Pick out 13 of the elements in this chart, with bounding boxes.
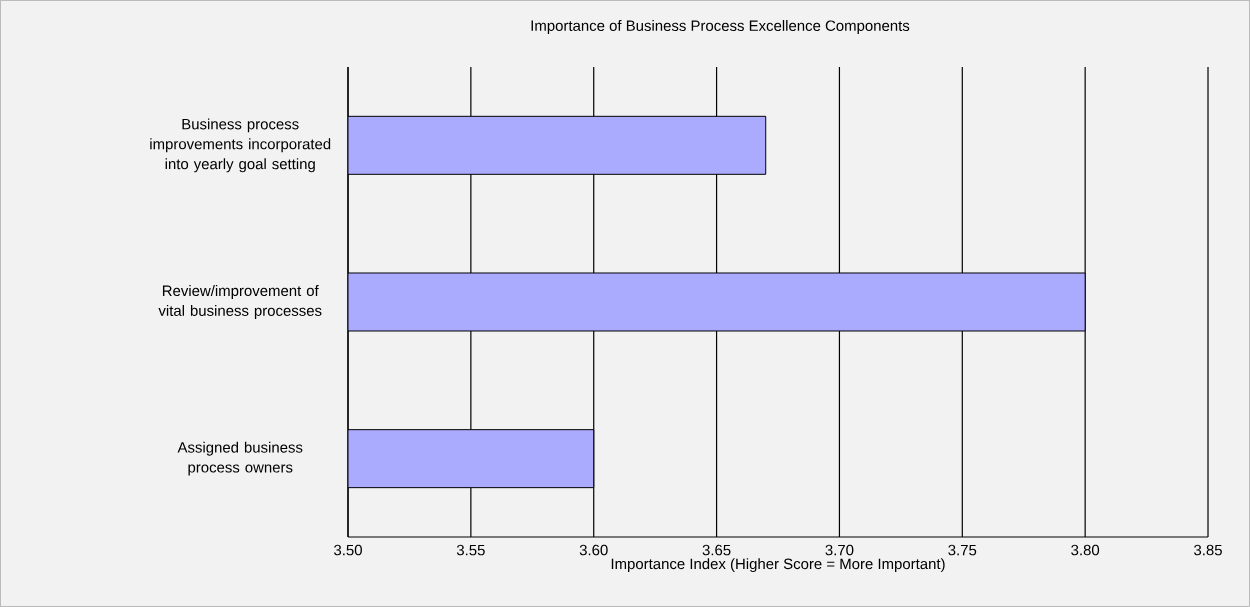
x-tick-label: 3.70 (825, 544, 854, 556)
x-tick-label: 3.50 (334, 544, 362, 556)
x-tick-label: 3.75 (948, 544, 977, 556)
x-tick-label: 3.65 (702, 544, 731, 556)
x-tick-label: 3.85 (1194, 544, 1222, 556)
x-axis-title: Importance Index (Higher Score = More Important) (611, 558, 945, 573)
y-tick-label: Review/improvement of vital business processes (158, 285, 322, 319)
y-tick-label: Business process improvements incorporated into yearly goal setting (150, 118, 331, 173)
x-tick-label: 3.55 (456, 544, 485, 556)
x-tick-label: 3.60 (579, 544, 608, 556)
x-tick-label: 3.80 (1071, 544, 1100, 556)
y-tick-label: Assigned business process owners (177, 441, 303, 476)
chart-title: Importance of Business Process Excellence Components (531, 20, 910, 34)
